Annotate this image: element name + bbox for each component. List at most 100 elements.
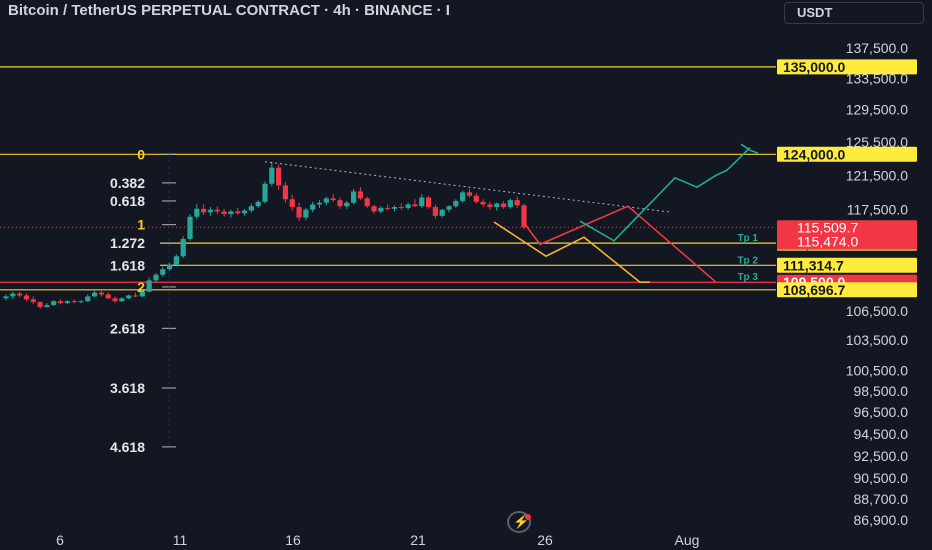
- candle-body[interactable]: [235, 211, 241, 214]
- candle-body[interactable]: [391, 207, 398, 209]
- candle-body[interactable]: [98, 292, 105, 295]
- candle-body[interactable]: [3, 296, 9, 299]
- candle-body[interactable]: [105, 294, 111, 299]
- candle-body[interactable]: [323, 198, 329, 203]
- scenario-path[interactable]: [493, 221, 650, 284]
- candle-body[interactable]: [51, 301, 57, 306]
- candle-body[interactable]: [296, 207, 302, 218]
- candle-body[interactable]: [10, 293, 16, 297]
- price-axis: 137,500.0133,500.0129,500.0125,500.0121,…: [846, 40, 909, 528]
- candle-body[interactable]: [64, 301, 70, 304]
- candle-body[interactable]: [398, 207, 404, 209]
- candle-body[interactable]: [412, 204, 418, 207]
- candle-body[interactable]: [276, 167, 282, 186]
- candle-body[interactable]: [71, 301, 77, 303]
- candle-body[interactable]: [37, 302, 43, 307]
- candle-body[interactable]: [173, 256, 179, 265]
- candle-body[interactable]: [419, 197, 425, 207]
- candle-body[interactable]: [201, 208, 207, 213]
- level-price-tag-bg: [777, 59, 917, 75]
- candle-body[interactable]: [378, 207, 384, 212]
- candle-body[interactable]: [262, 183, 268, 202]
- horizontal-levels: [0, 66, 776, 291]
- target-label: Tp 1: [737, 233, 758, 244]
- fib-label: 0.618: [110, 193, 145, 209]
- candle-body[interactable]: [160, 269, 166, 275]
- candle-body[interactable]: [248, 206, 254, 211]
- price-tick-label: 137,500.0: [846, 40, 908, 56]
- scenario-path[interactable]: [579, 147, 751, 242]
- candle-body[interactable]: [119, 298, 125, 302]
- chart-title: Bitcoin / TetherUS PERPETUAL CONTRACT · …: [8, 2, 450, 19]
- time-tick-label: 16: [285, 532, 301, 548]
- candle-body[interactable]: [269, 167, 275, 184]
- candle-body[interactable]: [514, 200, 520, 206]
- candle-body[interactable]: [112, 298, 118, 302]
- candle-body[interactable]: [132, 295, 139, 297]
- candle-body[interactable]: [255, 201, 261, 207]
- candle-body[interactable]: [316, 202, 323, 205]
- fib-label: 2: [137, 279, 145, 295]
- candle-body[interactable]: [153, 274, 159, 281]
- candle-body[interactable]: [310, 204, 316, 210]
- candle-body[interactable]: [146, 280, 152, 292]
- candle-body[interactable]: [78, 301, 84, 303]
- currency-selector[interactable]: USDT: [784, 2, 924, 24]
- candle-body[interactable]: [126, 295, 132, 299]
- candle-body[interactable]: [351, 191, 357, 203]
- candle-body[interactable]: [214, 209, 220, 212]
- candle-body[interactable]: [357, 191, 364, 199]
- candle-body[interactable]: [187, 216, 193, 239]
- candle-body[interactable]: [180, 238, 186, 257]
- candle-body[interactable]: [466, 192, 473, 196]
- candle-body[interactable]: [432, 207, 438, 216]
- candle-body[interactable]: [473, 195, 479, 202]
- candle-body[interactable]: [371, 206, 377, 212]
- candle-body[interactable]: [166, 264, 173, 270]
- candle-body[interactable]: [194, 208, 200, 217]
- candle-body[interactable]: [337, 200, 343, 207]
- trendline[interactable]: [264, 161, 673, 213]
- fib-label: 1.618: [110, 257, 145, 273]
- candle-body[interactable]: [57, 301, 64, 304]
- candle-body[interactable]: [17, 293, 23, 296]
- candle-body[interactable]: [289, 199, 295, 208]
- price-tick-label: 98,500.0: [854, 383, 909, 399]
- price-tick-label: 103,500.0: [846, 332, 908, 348]
- scenario-path[interactable]: [523, 205, 717, 283]
- candle-body[interactable]: [330, 198, 336, 201]
- candle-body[interactable]: [494, 203, 500, 208]
- candle-body[interactable]: [228, 211, 234, 215]
- price-tags: 135,000.0124,000.0113,739.5111,314.7109,…: [777, 59, 917, 298]
- candle-body[interactable]: [480, 201, 486, 205]
- lightning-icon[interactable]: ⚡: [507, 511, 531, 533]
- candle-body[interactable]: [500, 203, 507, 208]
- candle-body[interactable]: [446, 206, 452, 210]
- candle-body[interactable]: [439, 209, 445, 216]
- fib-label: 1.272: [110, 235, 145, 251]
- candle-body[interactable]: [303, 209, 309, 218]
- candle-body[interactable]: [139, 291, 145, 297]
- time-tick-label: Aug: [675, 532, 700, 548]
- candle-body[interactable]: [92, 292, 98, 297]
- candle-body[interactable]: [385, 207, 391, 209]
- candle-body[interactable]: [405, 204, 411, 208]
- candle-body[interactable]: [23, 295, 30, 300]
- candle-body[interactable]: [207, 209, 214, 213]
- candle-body[interactable]: [521, 205, 527, 228]
- candle-body[interactable]: [221, 211, 227, 215]
- price-tick-label: 90,500.0: [854, 470, 909, 486]
- candle-body[interactable]: [85, 296, 91, 302]
- candle-body[interactable]: [487, 204, 493, 208]
- candle-body[interactable]: [282, 185, 289, 200]
- candle-body[interactable]: [44, 305, 50, 307]
- candle-body[interactable]: [507, 200, 513, 208]
- candle-body[interactable]: [460, 192, 466, 201]
- candle-body[interactable]: [30, 299, 36, 303]
- candle-body[interactable]: [241, 210, 248, 214]
- candle-body[interactable]: [425, 197, 432, 208]
- candle-body[interactable]: [344, 202, 350, 207]
- candle-body[interactable]: [453, 200, 459, 207]
- candle-body[interactable]: [364, 198, 370, 207]
